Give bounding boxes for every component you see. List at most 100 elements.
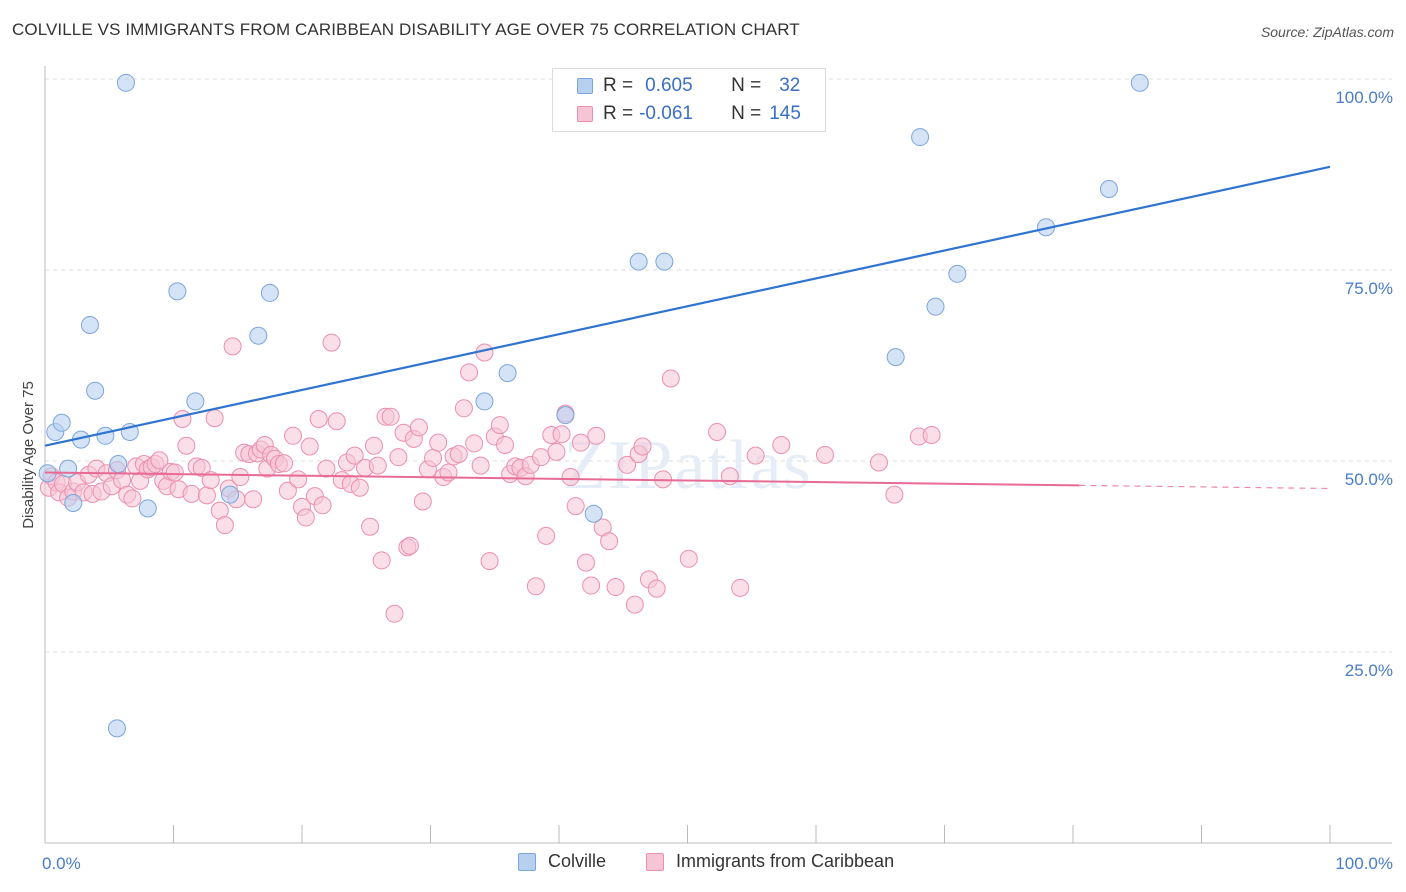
caribbean-point bbox=[633, 437, 652, 456]
caribbean-point bbox=[215, 516, 234, 535]
colville-point bbox=[107, 719, 126, 738]
series-caribbean-points bbox=[39, 333, 941, 623]
legend-item-caribbean: Immigrants from Caribbean bbox=[646, 851, 894, 872]
colville-point bbox=[1099, 180, 1118, 199]
caribbean-point bbox=[600, 532, 619, 551]
caribbean-point bbox=[547, 442, 566, 461]
caribbean-point bbox=[587, 426, 606, 445]
colville-point bbox=[138, 499, 157, 518]
source-credit: Source: ZipAtlas.com bbox=[1260, 24, 1394, 40]
caribbean-point bbox=[566, 497, 585, 516]
caribbean-point bbox=[647, 579, 666, 598]
colville-point bbox=[655, 252, 674, 271]
caribbean-point bbox=[278, 481, 297, 500]
caribbean-point bbox=[922, 426, 941, 445]
legend-row-colville: R = 0.605 N = 32 bbox=[577, 73, 800, 99]
caribbean-point bbox=[150, 451, 169, 470]
colville-point bbox=[556, 406, 575, 425]
n-value: 145 bbox=[769, 103, 801, 124]
caribbean-point bbox=[364, 436, 383, 455]
colville-swatch bbox=[577, 78, 593, 94]
caribbean-point bbox=[400, 536, 419, 555]
y-tick-labels: 25.0% 50.0% 75.0% 100.0% bbox=[1335, 88, 1393, 680]
caribbean-point bbox=[746, 446, 765, 465]
legend-row-caribbean: R = -0.061 N = 145 bbox=[577, 101, 801, 127]
colville-point bbox=[260, 283, 279, 302]
caribbean-point bbox=[576, 553, 595, 572]
caribbean-trend-line bbox=[44, 471, 1080, 487]
caribbean-point bbox=[552, 425, 571, 444]
colville-point bbox=[80, 316, 99, 335]
trend-lines bbox=[44, 165, 1331, 490]
r-value: 0.605 bbox=[645, 75, 693, 96]
series-colville-points bbox=[38, 73, 1149, 738]
caribbean-point bbox=[201, 471, 220, 490]
caribbean-point bbox=[231, 468, 250, 487]
caribbean-point bbox=[223, 337, 242, 356]
colville-point bbox=[886, 348, 905, 367]
caribbean-point bbox=[885, 485, 904, 504]
colville-point bbox=[86, 381, 105, 400]
colville-point bbox=[168, 282, 187, 301]
watermark: ZIPatlas bbox=[563, 427, 812, 504]
colville-point bbox=[926, 297, 945, 316]
caribbean-point bbox=[471, 456, 490, 475]
caribbean-point bbox=[496, 435, 515, 454]
caribbean-point bbox=[537, 526, 556, 545]
caribbean-point bbox=[424, 448, 443, 467]
caribbean-point bbox=[284, 426, 303, 445]
caribbean-point bbox=[205, 409, 224, 428]
caribbean-point bbox=[309, 409, 328, 428]
legend-label-caribbean: Immigrants from Caribbean bbox=[676, 851, 895, 871]
caribbean-point bbox=[381, 407, 400, 426]
colville-point bbox=[249, 326, 268, 345]
caribbean-point bbox=[244, 490, 263, 509]
caribbean-point bbox=[165, 463, 184, 482]
x-tick-label: 0.0% bbox=[42, 854, 81, 873]
colville-point bbox=[584, 504, 603, 523]
caribbean-trend-extension bbox=[1079, 484, 1331, 490]
colville-point bbox=[64, 494, 83, 513]
caribbean-point bbox=[561, 468, 580, 487]
caribbean-point bbox=[361, 517, 380, 536]
colville-point bbox=[498, 364, 517, 383]
caribbean-point bbox=[289, 470, 308, 489]
caribbean-point bbox=[618, 455, 637, 474]
caribbean-point bbox=[296, 508, 315, 527]
caribbean-point bbox=[815, 445, 834, 464]
caribbean-point bbox=[532, 448, 551, 467]
caribbean-swatch bbox=[577, 106, 593, 122]
caribbean-point bbox=[409, 418, 428, 437]
colville-point bbox=[59, 459, 78, 478]
colville-point bbox=[948, 264, 967, 283]
colville-trend-line bbox=[44, 165, 1331, 447]
caribbean-point bbox=[177, 436, 196, 455]
caribbean-point bbox=[327, 412, 346, 431]
colville-point bbox=[52, 413, 71, 432]
caribbean-point bbox=[720, 467, 739, 486]
caribbean-point bbox=[345, 446, 364, 465]
caribbean-point bbox=[490, 416, 509, 435]
caribbean-point bbox=[300, 437, 319, 456]
chart-title: COLVILLE VS IMMIGRANTS FROM CARIBBEAN DI… bbox=[12, 20, 800, 39]
x-tick-labels: 0.0% 100.0% bbox=[42, 854, 1393, 873]
caribbean-point bbox=[350, 478, 369, 497]
colville-point bbox=[109, 455, 128, 474]
caribbean-point bbox=[480, 552, 499, 571]
colville-point bbox=[475, 392, 494, 411]
caribbean-point bbox=[708, 422, 727, 441]
r-label: R = bbox=[603, 103, 634, 124]
y-tick-label: 75.0% bbox=[1345, 279, 1393, 298]
y-tick-label: 25.0% bbox=[1345, 661, 1393, 680]
correlation-legend: R = 0.605 N = 32 R = -0.061 N = 145 bbox=[552, 68, 826, 132]
x-tick-label: 100.0% bbox=[1335, 854, 1393, 873]
caribbean-point bbox=[449, 445, 468, 464]
r-label: R = bbox=[603, 75, 634, 96]
caribbean-point bbox=[869, 453, 888, 472]
colville-point bbox=[911, 128, 930, 147]
caribbean-point bbox=[368, 456, 387, 475]
caribbean-point bbox=[385, 604, 404, 623]
r-value: -0.061 bbox=[639, 103, 693, 124]
grid-lines bbox=[45, 78, 1392, 653]
caribbean-point bbox=[413, 492, 432, 511]
